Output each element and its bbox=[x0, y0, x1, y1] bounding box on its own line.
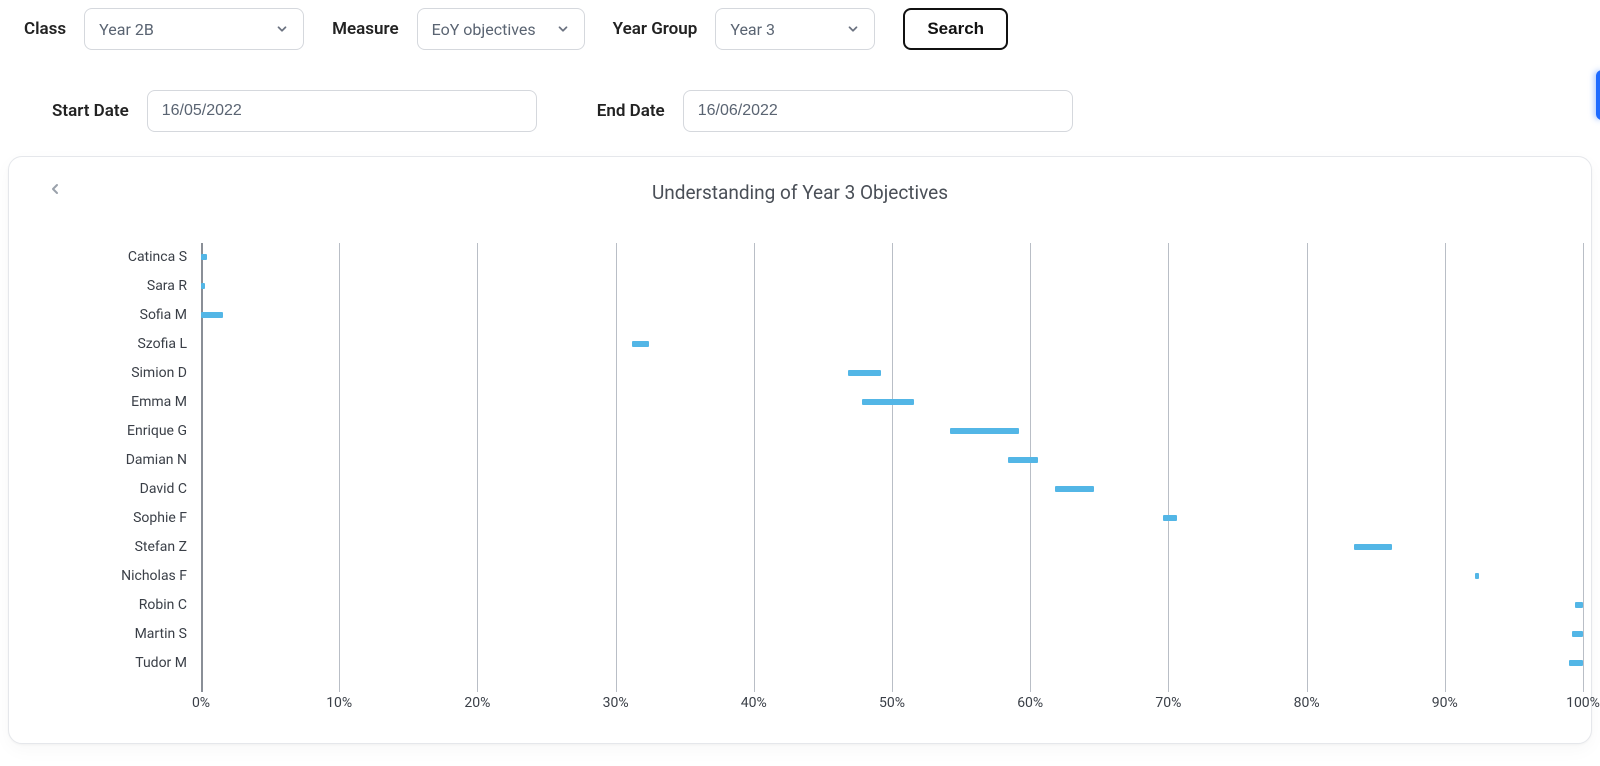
y-tick-label: Simion D bbox=[131, 365, 187, 381]
x-tick-label: 80% bbox=[1294, 695, 1320, 711]
chart-bar bbox=[848, 370, 881, 376]
class-label: Class bbox=[24, 19, 66, 39]
chart-card: Understanding of Year 3 Objectives Catin… bbox=[8, 156, 1592, 744]
x-tick-label: 10% bbox=[326, 695, 352, 711]
start-date-input[interactable] bbox=[147, 90, 537, 132]
chart-bar bbox=[201, 283, 205, 289]
gridline bbox=[339, 243, 340, 692]
y-tick-label: Martin S bbox=[135, 626, 187, 642]
gridline bbox=[754, 243, 755, 692]
chart-bar bbox=[1008, 457, 1038, 463]
gridline bbox=[1030, 243, 1031, 692]
y-tick-label: Sofia M bbox=[140, 307, 187, 323]
y-tick-label: Emma M bbox=[131, 394, 187, 410]
measure-select[interactable]: EoY objectives bbox=[417, 8, 585, 50]
chart-area: Catinca S Sara R Sofia M Szofia L Simion D Em… bbox=[43, 243, 1591, 715]
chart-bar bbox=[632, 341, 649, 347]
gridline bbox=[1307, 243, 1308, 692]
x-tick-label: 50% bbox=[879, 695, 905, 711]
y-tick-label: Catinca S bbox=[128, 249, 187, 265]
x-tick-label: 40% bbox=[741, 695, 767, 711]
chart-title: Understanding of Year 3 Objectives bbox=[31, 181, 1569, 204]
gridline bbox=[477, 243, 478, 692]
chevron-down-icon bbox=[846, 22, 860, 36]
side-panel-handle[interactable] bbox=[1596, 70, 1600, 120]
chart-bar bbox=[862, 399, 915, 405]
y-tick-label: Robin C bbox=[139, 597, 187, 613]
start-date-label: Start Date bbox=[52, 101, 129, 121]
end-date-input[interactable] bbox=[683, 90, 1073, 132]
y-tick-label: Szofia L bbox=[137, 336, 187, 352]
y-tick-label: David C bbox=[140, 481, 187, 497]
year-group-select[interactable]: Year 3 bbox=[715, 8, 875, 50]
chevron-left-icon bbox=[47, 181, 63, 197]
x-tick-label: 90% bbox=[1432, 695, 1458, 711]
year-group-label: Year Group bbox=[613, 19, 698, 39]
y-tick-label: Nicholas F bbox=[121, 568, 187, 584]
chart-bar bbox=[1354, 544, 1393, 550]
y-tick-label: Enrique G bbox=[127, 423, 187, 439]
chart-bar bbox=[201, 254, 207, 260]
chart-bar bbox=[1569, 660, 1583, 666]
chevron-down-icon bbox=[275, 22, 289, 36]
y-tick-label: Sophie F bbox=[133, 510, 187, 526]
y-tick-label: Sara R bbox=[147, 278, 187, 294]
measure-label: Measure bbox=[332, 19, 399, 39]
end-date-label: End Date bbox=[597, 101, 665, 121]
chart-bar bbox=[1475, 573, 1479, 579]
x-tick-label: 60% bbox=[1017, 695, 1043, 711]
gridline bbox=[892, 243, 893, 692]
x-tick-label: 30% bbox=[603, 695, 629, 711]
year-group-select-value: Year 3 bbox=[730, 20, 775, 39]
x-tick-label: 100% bbox=[1566, 695, 1600, 711]
x-tick-label: 70% bbox=[1155, 695, 1181, 711]
chart-bar bbox=[201, 312, 223, 318]
chart-bar bbox=[950, 428, 1019, 434]
y-tick-label: Damian N bbox=[126, 452, 187, 468]
back-button[interactable] bbox=[43, 177, 67, 201]
chart-bar bbox=[1572, 631, 1583, 637]
class-select[interactable]: Year 2B bbox=[84, 8, 304, 50]
y-tick-label: Stefan Z bbox=[135, 539, 187, 555]
gridline bbox=[1583, 243, 1584, 692]
gridline bbox=[1168, 243, 1169, 692]
gridline bbox=[616, 243, 617, 692]
x-tick-label: 0% bbox=[192, 695, 210, 711]
gridline bbox=[1445, 243, 1446, 692]
chart-bar bbox=[1055, 486, 1094, 492]
x-tick-label: 20% bbox=[464, 695, 490, 711]
y-axis-line bbox=[201, 243, 203, 692]
chevron-down-icon bbox=[556, 22, 570, 36]
class-select-value: Year 2B bbox=[99, 20, 154, 39]
chart-bar bbox=[1575, 602, 1583, 608]
y-tick-label: Tudor M bbox=[135, 655, 187, 671]
search-button[interactable]: Search bbox=[903, 8, 1008, 50]
chart-bar bbox=[1163, 515, 1177, 521]
measure-select-value: EoY objectives bbox=[432, 20, 536, 39]
